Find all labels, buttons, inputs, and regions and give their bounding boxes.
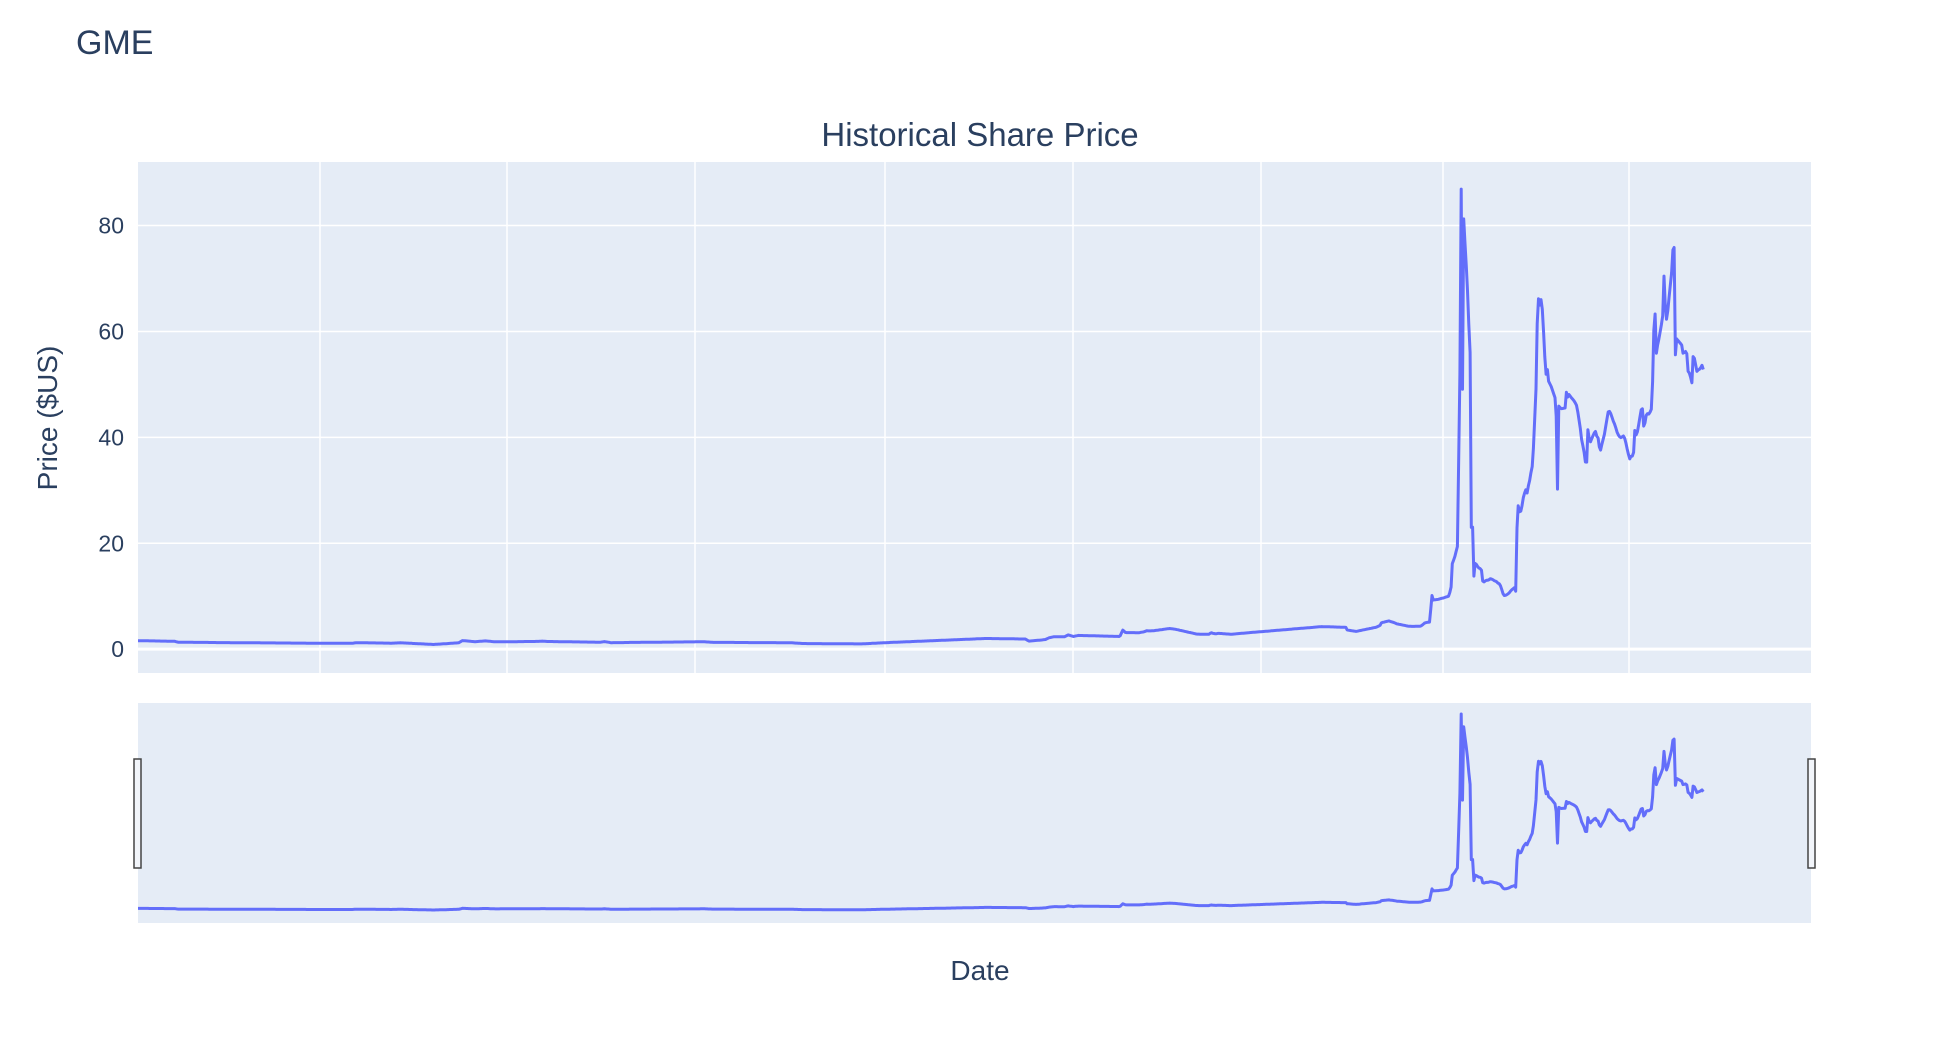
- y-axis-label: Price ($US): [32, 345, 63, 491]
- y-tick-label: 0: [111, 636, 124, 662]
- x-axis-label: Date: [950, 955, 1010, 986]
- y-tick-label: 80: [98, 213, 124, 239]
- y-tick-label: 20: [98, 530, 124, 556]
- range-slider-background[interactable]: [138, 703, 1811, 923]
- y-tick-labels: 0 20 40 60 80: [98, 213, 124, 663]
- horizontal-gridlines: [138, 224, 1811, 651]
- price-line: [138, 187, 1705, 646]
- range-slider-price-line: [137, 712, 1705, 912]
- y-tick-label: 40: [98, 424, 124, 450]
- chart-title: Historical Share Price: [821, 116, 1139, 153]
- y-tick-label: 60: [98, 318, 124, 344]
- range-slider-left-handle[interactable]: [133, 758, 142, 869]
- figure-title: GME: [76, 24, 154, 62]
- vertical-gridlines: [319, 162, 1630, 673]
- main-plot-background: [138, 162, 1811, 673]
- range-slider-right-handle[interactable]: [1807, 758, 1816, 869]
